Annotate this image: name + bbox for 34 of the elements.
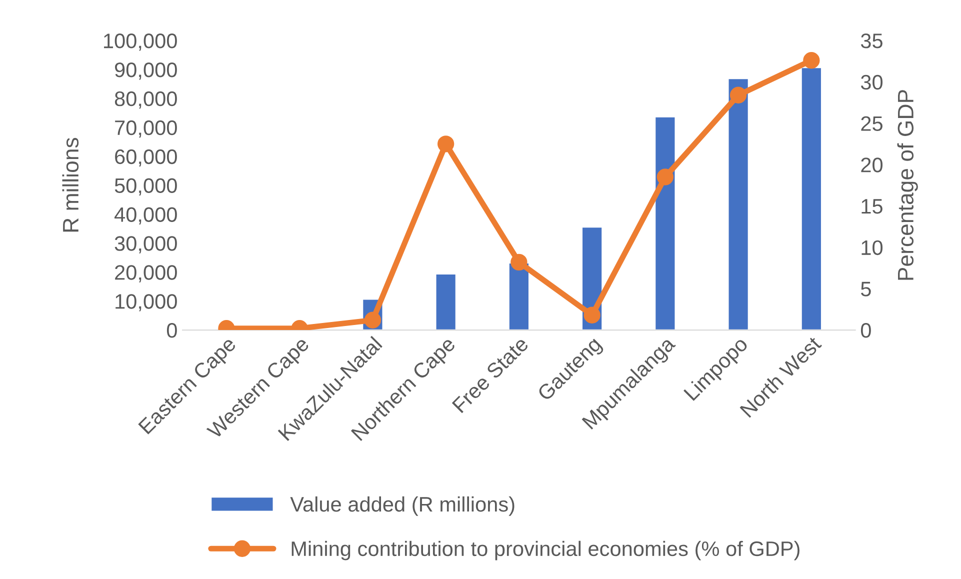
y2-tick-label: 5 <box>860 282 871 296</box>
y-tick-label: 100,000 <box>104 34 177 51</box>
y2-tick-label: 10 <box>862 240 883 256</box>
y-axis-title: R millions <box>62 138 79 232</box>
point <box>730 86 747 104</box>
bar <box>508 262 530 330</box>
legend-label: Value added (R millions) <box>290 496 514 516</box>
point <box>803 52 820 69</box>
y2-tick-label: 35 <box>860 34 882 48</box>
y-tick-label: 0 <box>166 323 177 338</box>
y-tick-label: 30,000 <box>114 236 177 254</box>
bar <box>727 78 750 330</box>
y-tick-label: 70,000 <box>115 120 177 138</box>
y-tick-label: 80,000 <box>114 91 177 109</box>
point <box>510 254 528 271</box>
y2-axis-title: Percentage of GDP <box>897 90 918 280</box>
y-tick-label: 60,000 <box>115 149 177 167</box>
y2-tick-label: 30 <box>860 74 883 90</box>
bar <box>654 116 676 330</box>
y2-tick-label: 15 <box>862 199 882 214</box>
y-tick-label: 50,000 <box>114 178 177 196</box>
point <box>584 306 600 324</box>
y2-tick-label: 0 <box>860 323 871 338</box>
y-tick-label: 20,000 <box>115 265 177 282</box>
y2-tick-label: 25 <box>861 116 882 131</box>
point <box>656 168 674 186</box>
y-tick-label: 90,000 <box>114 62 177 80</box>
y-tick-label: 10,000 <box>116 294 177 312</box>
bar <box>800 66 822 330</box>
y2-tick-label: 20 <box>861 158 883 172</box>
y-tick-label: 40,000 <box>114 207 177 224</box>
legend-label: Mining contribution to provincial economies (% of GDP) <box>292 540 800 560</box>
point <box>437 136 454 152</box>
bar <box>434 273 457 330</box>
